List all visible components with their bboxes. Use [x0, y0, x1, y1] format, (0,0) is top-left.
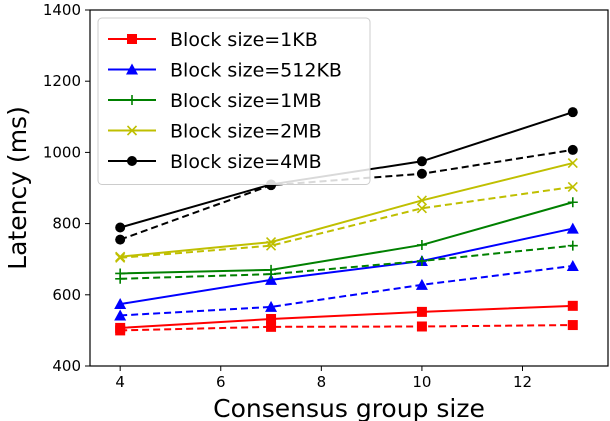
series-1-point-0 — [115, 325, 126, 336]
series-5-line — [120, 244, 573, 280]
series-9-point-0 — [115, 234, 126, 245]
series-layer — [114, 107, 579, 336]
series-4-line — [120, 201, 574, 275]
series-0-line — [120, 304, 573, 329]
series-6-point-3 — [567, 158, 578, 169]
series-5-point-0 — [115, 273, 126, 284]
legend-label-4: Block size=4MB — [170, 151, 322, 173]
y-tick-label-2: 800 — [52, 215, 81, 233]
y-tick-label-5: 1400 — [43, 1, 81, 19]
legend: Block size=1KB Block size=512KB Block size… — [97, 17, 371, 185]
series-5 — [115, 240, 578, 284]
series-2 — [114, 222, 579, 310]
series-3-point-0 — [114, 309, 127, 321]
series-6-line — [120, 162, 574, 258]
legend-label-3: Block size=2MB — [170, 121, 322, 143]
series-7-point-0 — [115, 252, 126, 263]
series-9-point-3 — [567, 144, 578, 155]
legend-item-4: Block size=4MB — [108, 151, 322, 173]
series-7-point-2 — [416, 203, 427, 214]
axes-layer: 4 6 8 10 12 400 600 800 1000 1200 1400 — [43, 1, 609, 391]
plot-frame — [89, 9, 609, 367]
series-2-point-0 — [114, 298, 127, 310]
series-3-point-2 — [415, 278, 428, 290]
series-5-point-2 — [416, 255, 427, 266]
legend-item-2: Block size=1MB — [108, 90, 322, 112]
x-axis-label: Consensus group size — [213, 394, 485, 421]
legend-swatch-marker-3 — [126, 125, 138, 136]
series-5-point-1 — [266, 269, 277, 280]
legend-item-3: Block size=2MB — [108, 121, 322, 143]
legend-box — [97, 17, 371, 185]
series-8-point-2 — [416, 156, 427, 167]
y-tick-label-4: 1200 — [43, 72, 81, 90]
series-1 — [115, 320, 578, 336]
series-8-point-0 — [115, 222, 126, 233]
series-3 — [114, 259, 579, 321]
series-1-point-3 — [567, 320, 578, 331]
x-tick-label-2: 8 — [317, 373, 327, 391]
series-2-point-3 — [566, 222, 579, 234]
series-9-point-2 — [416, 168, 427, 179]
series-6-point-2 — [416, 195, 427, 206]
legend-label-1: Block size=512KB — [170, 60, 342, 82]
x-tick-label-4: 12 — [513, 373, 532, 391]
series-0 — [115, 300, 578, 333]
legend-swatch-marker-1 — [126, 63, 138, 75]
series-5-point-3 — [567, 240, 578, 251]
y-tick-label-1: 600 — [52, 286, 81, 304]
series-1-line — [120, 324, 573, 332]
series-4-point-3 — [567, 197, 578, 208]
legend-label-0: Block size=1KB — [170, 29, 318, 51]
legend-item-0: Block size=1KB — [108, 29, 318, 51]
legend-swatch-marker-0 — [127, 34, 137, 44]
series-7 — [115, 181, 578, 263]
legend-swatch-marker-4 — [127, 156, 137, 166]
series-8-point-3 — [567, 107, 578, 118]
series-7-point-1 — [265, 240, 277, 251]
series-1-point-1 — [266, 321, 277, 332]
x-tick-label-0: 4 — [115, 373, 125, 391]
legend-swatch-marker-2 — [127, 95, 137, 105]
series-3-line — [120, 264, 573, 317]
series-2-point-1 — [265, 273, 278, 285]
x-tick-label-3: 10 — [412, 373, 431, 391]
legend-label-2: Block size=1MB — [170, 90, 322, 112]
series-4-point-2 — [416, 239, 427, 250]
series-0-point-3 — [567, 300, 578, 311]
series-3-point-1 — [265, 300, 278, 312]
series-2-line — [120, 227, 574, 306]
y-tick-label-0: 400 — [52, 357, 81, 375]
series-0-point-1 — [266, 314, 277, 325]
x-tick-label-1: 6 — [216, 373, 226, 391]
series-7-point-3 — [567, 181, 578, 192]
y-axis-label: Latency (ms) — [3, 106, 32, 270]
legend-item-1: Block size=512KB — [108, 60, 342, 82]
y-tick-label-3: 1000 — [43, 143, 81, 161]
series-0-point-2 — [416, 306, 427, 317]
series-3-point-3 — [566, 259, 579, 271]
series-1-point-2 — [416, 321, 427, 332]
